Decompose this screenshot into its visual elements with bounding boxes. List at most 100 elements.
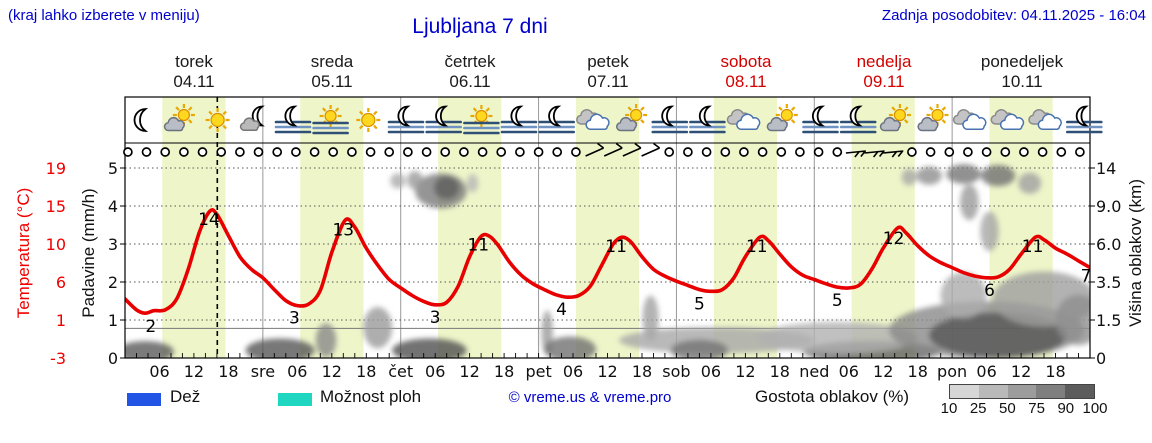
temp-value-label: 3 xyxy=(289,309,300,329)
temp-value-label: 13 xyxy=(332,220,354,240)
moon-stratus-icon xyxy=(802,105,839,134)
calm-wind-icon xyxy=(440,147,451,157)
moon-stratus-icon xyxy=(274,105,312,134)
scale-segment xyxy=(1036,385,1066,398)
copyright-link[interactable]: © vreme.us & vreme.pro xyxy=(508,389,672,406)
sun-stratus-icon xyxy=(463,105,500,135)
sun-cloud-icon xyxy=(917,104,949,132)
calm-wind-icon xyxy=(309,147,320,157)
cloud-density-legend-label: Gostota oblakov (%) xyxy=(755,387,910,406)
wind-barb-icon xyxy=(585,142,605,157)
day-name: ponedeljek xyxy=(980,52,1064,71)
cloud-blob xyxy=(390,173,406,189)
x-hour-label: 06 xyxy=(425,362,445,381)
calm-wind-icon xyxy=(272,147,283,157)
clouds-icon xyxy=(1028,109,1062,131)
calm-wind-icon xyxy=(291,147,301,157)
day-date: 10.11 xyxy=(1001,72,1043,91)
x-hour-label: 12 xyxy=(459,362,479,381)
x-hour-label: 18 xyxy=(632,362,652,381)
cloud-blob xyxy=(940,272,987,319)
daylight-band xyxy=(438,97,502,358)
precip-tick: 1 xyxy=(108,311,118,330)
moon-stratus-icon xyxy=(651,105,689,134)
scale-tick-label: 25 xyxy=(969,400,987,417)
wind-barb-icon xyxy=(622,142,642,157)
cloud-blob xyxy=(670,339,729,358)
temperature-axis-ticks: 19 15 10 6 1 -3 xyxy=(46,159,66,368)
last-update-timestamp: Zadnja posodobitev: 04.11.2025 - 16:04 xyxy=(881,7,1146,24)
precip-tick: 4 xyxy=(108,197,118,216)
calm-wind-icon xyxy=(720,147,731,157)
x-ticks xyxy=(136,353,1079,358)
menu-hint: (kraj lahko izberete v meniju) xyxy=(8,7,200,24)
clouds-icon xyxy=(576,109,610,131)
cloud-blob xyxy=(1055,294,1090,346)
calm-wind-icon xyxy=(365,147,376,157)
scale-tick-label: 90 xyxy=(1057,400,1075,417)
cloud-blob xyxy=(363,307,393,349)
day-column-cetrtek: četrtek 06.11 xyxy=(401,52,539,92)
temp-value-label: 14 xyxy=(198,210,220,230)
day-date: 09.11 xyxy=(863,72,905,91)
temp-tick: 10 xyxy=(46,235,66,254)
calm-wind-icon xyxy=(683,147,693,157)
x-hour-label: 12 xyxy=(1011,362,1031,381)
temperature-value-labels: 2 14 3 13 3 11 4 11 5 11 5 12 6 11 7 xyxy=(145,210,1091,337)
sun-icon xyxy=(356,108,381,132)
temp-value-label: 5 xyxy=(694,294,705,314)
temp-tick: 15 xyxy=(46,197,66,216)
calm-wind-icon xyxy=(496,147,507,157)
calm-wind-icon xyxy=(664,147,675,157)
day-column-petek: petek 07.11 xyxy=(539,52,677,92)
sun-icon xyxy=(205,108,230,132)
day-column-torek: torek 04.11 xyxy=(125,52,263,92)
sun-cloud-icon xyxy=(879,104,911,132)
cloud-blob xyxy=(544,336,596,358)
cloud-tick: 0 xyxy=(1096,349,1106,368)
cloud-blob xyxy=(407,171,424,190)
moon-stratus-icon xyxy=(839,105,877,134)
day-name: petek xyxy=(587,52,629,71)
x-hour-label: 12 xyxy=(735,362,755,381)
h-gridlines xyxy=(125,167,1090,321)
x-hour-label: 12 xyxy=(597,362,617,381)
cloud-blob xyxy=(466,174,479,193)
x-day-label: pon xyxy=(937,362,967,381)
calm-wind-icon xyxy=(776,147,787,157)
x-hour-label: 18 xyxy=(218,362,238,381)
scale-tick-label: 75 xyxy=(1028,400,1045,417)
moon-stratus-icon xyxy=(689,105,726,134)
wind-barb-icon xyxy=(641,142,661,157)
wind-symbol-row xyxy=(123,142,1085,158)
x-hour-label: 06 xyxy=(563,362,583,381)
calm-wind-icon xyxy=(981,147,992,157)
sun-stratus-icon xyxy=(312,105,349,135)
moon-cloud-icon xyxy=(239,105,265,131)
cloud-blob xyxy=(980,211,999,252)
calm-wind-icon xyxy=(179,147,189,157)
moon-stratus-icon xyxy=(1066,105,1103,134)
day-name: sreda xyxy=(310,52,354,71)
calm-wind-icon xyxy=(216,147,227,157)
sun-cloud-icon xyxy=(766,104,798,132)
page-title: Ljubljana 7 dni xyxy=(412,15,548,38)
cloud-blob xyxy=(245,338,315,358)
cloud-blob xyxy=(1018,172,1042,194)
temp-tick: 1 xyxy=(56,311,66,330)
x-day-label: sob xyxy=(662,362,690,381)
scale-tick-label: 50 xyxy=(999,400,1016,417)
calm-wind-icon xyxy=(832,147,843,157)
calm-wind-icon xyxy=(1037,147,1048,157)
showers-legend-swatch xyxy=(278,393,312,406)
precip-tick: 3 xyxy=(108,235,118,254)
temp-value-label: 11 xyxy=(746,237,768,257)
scale-tick-label: 10 xyxy=(940,400,958,417)
calm-wind-icon xyxy=(1000,147,1011,157)
day-date: 05.11 xyxy=(311,72,353,91)
calm-wind-icon xyxy=(552,147,563,157)
day-column-nedelja: nedelja 09.11 xyxy=(815,52,953,92)
calm-wind-icon xyxy=(197,147,208,157)
daylight-band xyxy=(851,97,915,358)
x-hour-label: 18 xyxy=(770,362,790,381)
